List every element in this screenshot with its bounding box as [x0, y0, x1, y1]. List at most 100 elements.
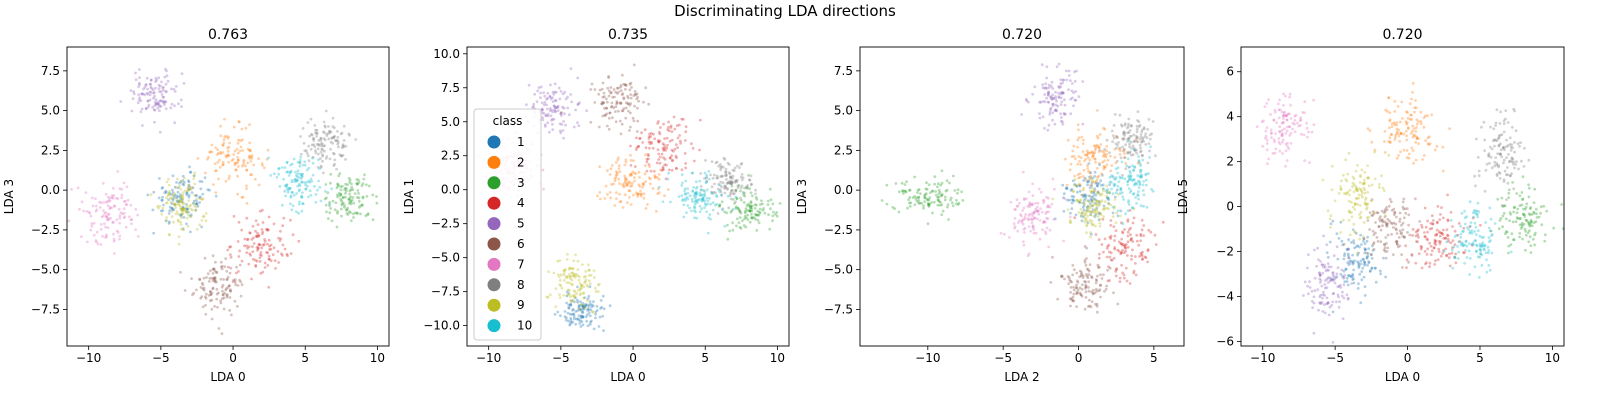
- scatter-point-class-3: [754, 203, 758, 207]
- scatter-point-class-10: [311, 161, 315, 165]
- scatter-point-class-4: [1445, 254, 1448, 258]
- scatter-point-class-8: [1512, 162, 1515, 166]
- scatter-point-class-2: [1081, 142, 1085, 146]
- y-axis-label: LDA 3: [795, 179, 809, 214]
- scatter-point-class-8: [321, 154, 324, 158]
- scatter-point-class-8: [729, 182, 733, 186]
- y-tick-label: −7.5: [31, 302, 60, 316]
- scatter-point-class-5: [1347, 256, 1350, 260]
- scatter-point-class-6: [212, 277, 216, 280]
- scatter-point-class-8: [1493, 144, 1496, 148]
- scatter-point-class-3: [349, 199, 353, 203]
- scatter-point-class-4: [1426, 230, 1429, 234]
- scatter-point-class-3: [1518, 235, 1521, 239]
- scatter-point-class-2: [1098, 133, 1102, 136]
- scatter-point-class-1: [1359, 262, 1363, 266]
- scatter-point-class-1: [167, 198, 171, 202]
- scatter-point-class-6: [1397, 236, 1401, 239]
- scatter-point-class-4: [1423, 231, 1426, 234]
- scatter-point-class-1: [559, 314, 562, 317]
- scatter-point-class-8: [1508, 136, 1512, 140]
- scatter-point-class-3: [323, 197, 327, 201]
- scatter-point-class-6: [236, 305, 239, 308]
- scatter-point-class-10: [1136, 193, 1139, 197]
- scatter-point-class-3: [949, 198, 952, 202]
- y-tick-label: 5.0: [441, 115, 460, 129]
- scatter-point-class-10: [726, 194, 730, 198]
- scatter-point-class-4: [247, 245, 251, 249]
- scatter-point-class-3: [755, 197, 759, 201]
- panel-title: 0.735: [608, 27, 648, 43]
- scatter-point-class-5: [1045, 87, 1049, 90]
- scatter-point-class-8: [334, 139, 338, 143]
- scatter-point-class-3: [330, 219, 334, 223]
- scatter-point-class-8: [1139, 146, 1142, 150]
- scatter-point-class-6: [1075, 305, 1078, 308]
- scatter-point-class-5: [169, 106, 173, 110]
- scatter-point-class-5: [138, 96, 142, 100]
- scatter-point-class-3: [1521, 237, 1524, 241]
- scatter-point-class-2: [1433, 148, 1437, 152]
- scatter-point-class-10: [1118, 192, 1122, 195]
- scatter-point-class-10: [718, 190, 721, 193]
- scatter-point-class-8: [1138, 123, 1142, 127]
- scatter-point-class-4: [1426, 247, 1430, 251]
- scatter-point-class-4: [1147, 228, 1151, 232]
- scatter-point-class-5: [153, 108, 157, 112]
- scatter-point-class-7: [1265, 142, 1269, 145]
- scatter-point-class-5: [1316, 288, 1320, 292]
- scatter-point-class-4: [1094, 233, 1098, 236]
- scatter-point-class-2: [1095, 166, 1099, 170]
- scatter-point-class-3: [339, 185, 342, 189]
- scatter-point-class-10: [705, 173, 709, 177]
- scatter-point-class-8: [717, 164, 720, 168]
- scatter-point-class-8: [1488, 161, 1491, 165]
- scatter-point-class-4: [683, 152, 687, 155]
- scatter-point-class-5: [1046, 91, 1050, 95]
- scatter-point-class-5: [552, 117, 556, 121]
- scatter-point-class-1: [592, 300, 595, 303]
- scatter-point-class-2: [244, 164, 247, 168]
- scatter-point-class-8: [1512, 187, 1516, 191]
- scatter-point-class-8: [302, 141, 306, 145]
- scatter-point-class-1: [1359, 301, 1363, 305]
- scatter-point-class-10: [1460, 211, 1464, 215]
- scatter-point-class-2: [1415, 126, 1418, 129]
- scatter-point-class-5: [1339, 286, 1343, 289]
- scatter-point-class-2: [237, 138, 240, 142]
- scatter-point-class-7: [1270, 136, 1273, 140]
- scatter-point-class-7: [1278, 129, 1282, 133]
- scatter-point-class-7: [116, 231, 120, 234]
- scatter-point-class-9: [1345, 179, 1349, 183]
- scatter-point-class-8: [1504, 109, 1508, 112]
- scatter-point-class-5: [1069, 112, 1073, 116]
- scatter-point-class-10: [1478, 255, 1482, 259]
- scatter-point-class-2: [643, 164, 647, 168]
- scatter-point-class-10: [680, 194, 684, 198]
- scatter-point-class-6: [211, 287, 215, 291]
- scatter-point-class-5: [1054, 90, 1057, 94]
- scatter-point-class-2: [248, 141, 252, 145]
- scatter-point-class-8: [336, 130, 339, 133]
- scatter-point-class-2: [649, 177, 652, 181]
- scatter-point-class-4: [646, 157, 650, 161]
- scatter-point-class-8: [1493, 160, 1497, 164]
- scatter-point-class-5: [150, 87, 154, 90]
- scatter-point-class-1: [176, 200, 180, 204]
- scatter-point-class-9: [572, 259, 576, 263]
- scatter-point-class-3: [917, 196, 921, 199]
- scatter-point-class-5: [155, 102, 159, 105]
- scatter-point-class-7: [1286, 145, 1289, 148]
- scatter-point-class-2: [1109, 169, 1113, 173]
- scatter-point-class-6: [1075, 283, 1078, 287]
- scatter-point-class-7: [1285, 129, 1289, 133]
- scatter-point-class-4: [629, 164, 633, 167]
- scatter-point-class-6: [1376, 240, 1380, 243]
- scatter-point-class-10: [330, 187, 333, 191]
- scatter-point-class-2: [1441, 145, 1445, 149]
- scatter-point-class-10: [1137, 155, 1140, 158]
- scatter-point-class-10: [1467, 249, 1471, 253]
- scatter-point-class-9: [1352, 190, 1356, 194]
- scatter-point-class-9: [582, 291, 585, 295]
- scatter-point-class-7: [120, 193, 124, 197]
